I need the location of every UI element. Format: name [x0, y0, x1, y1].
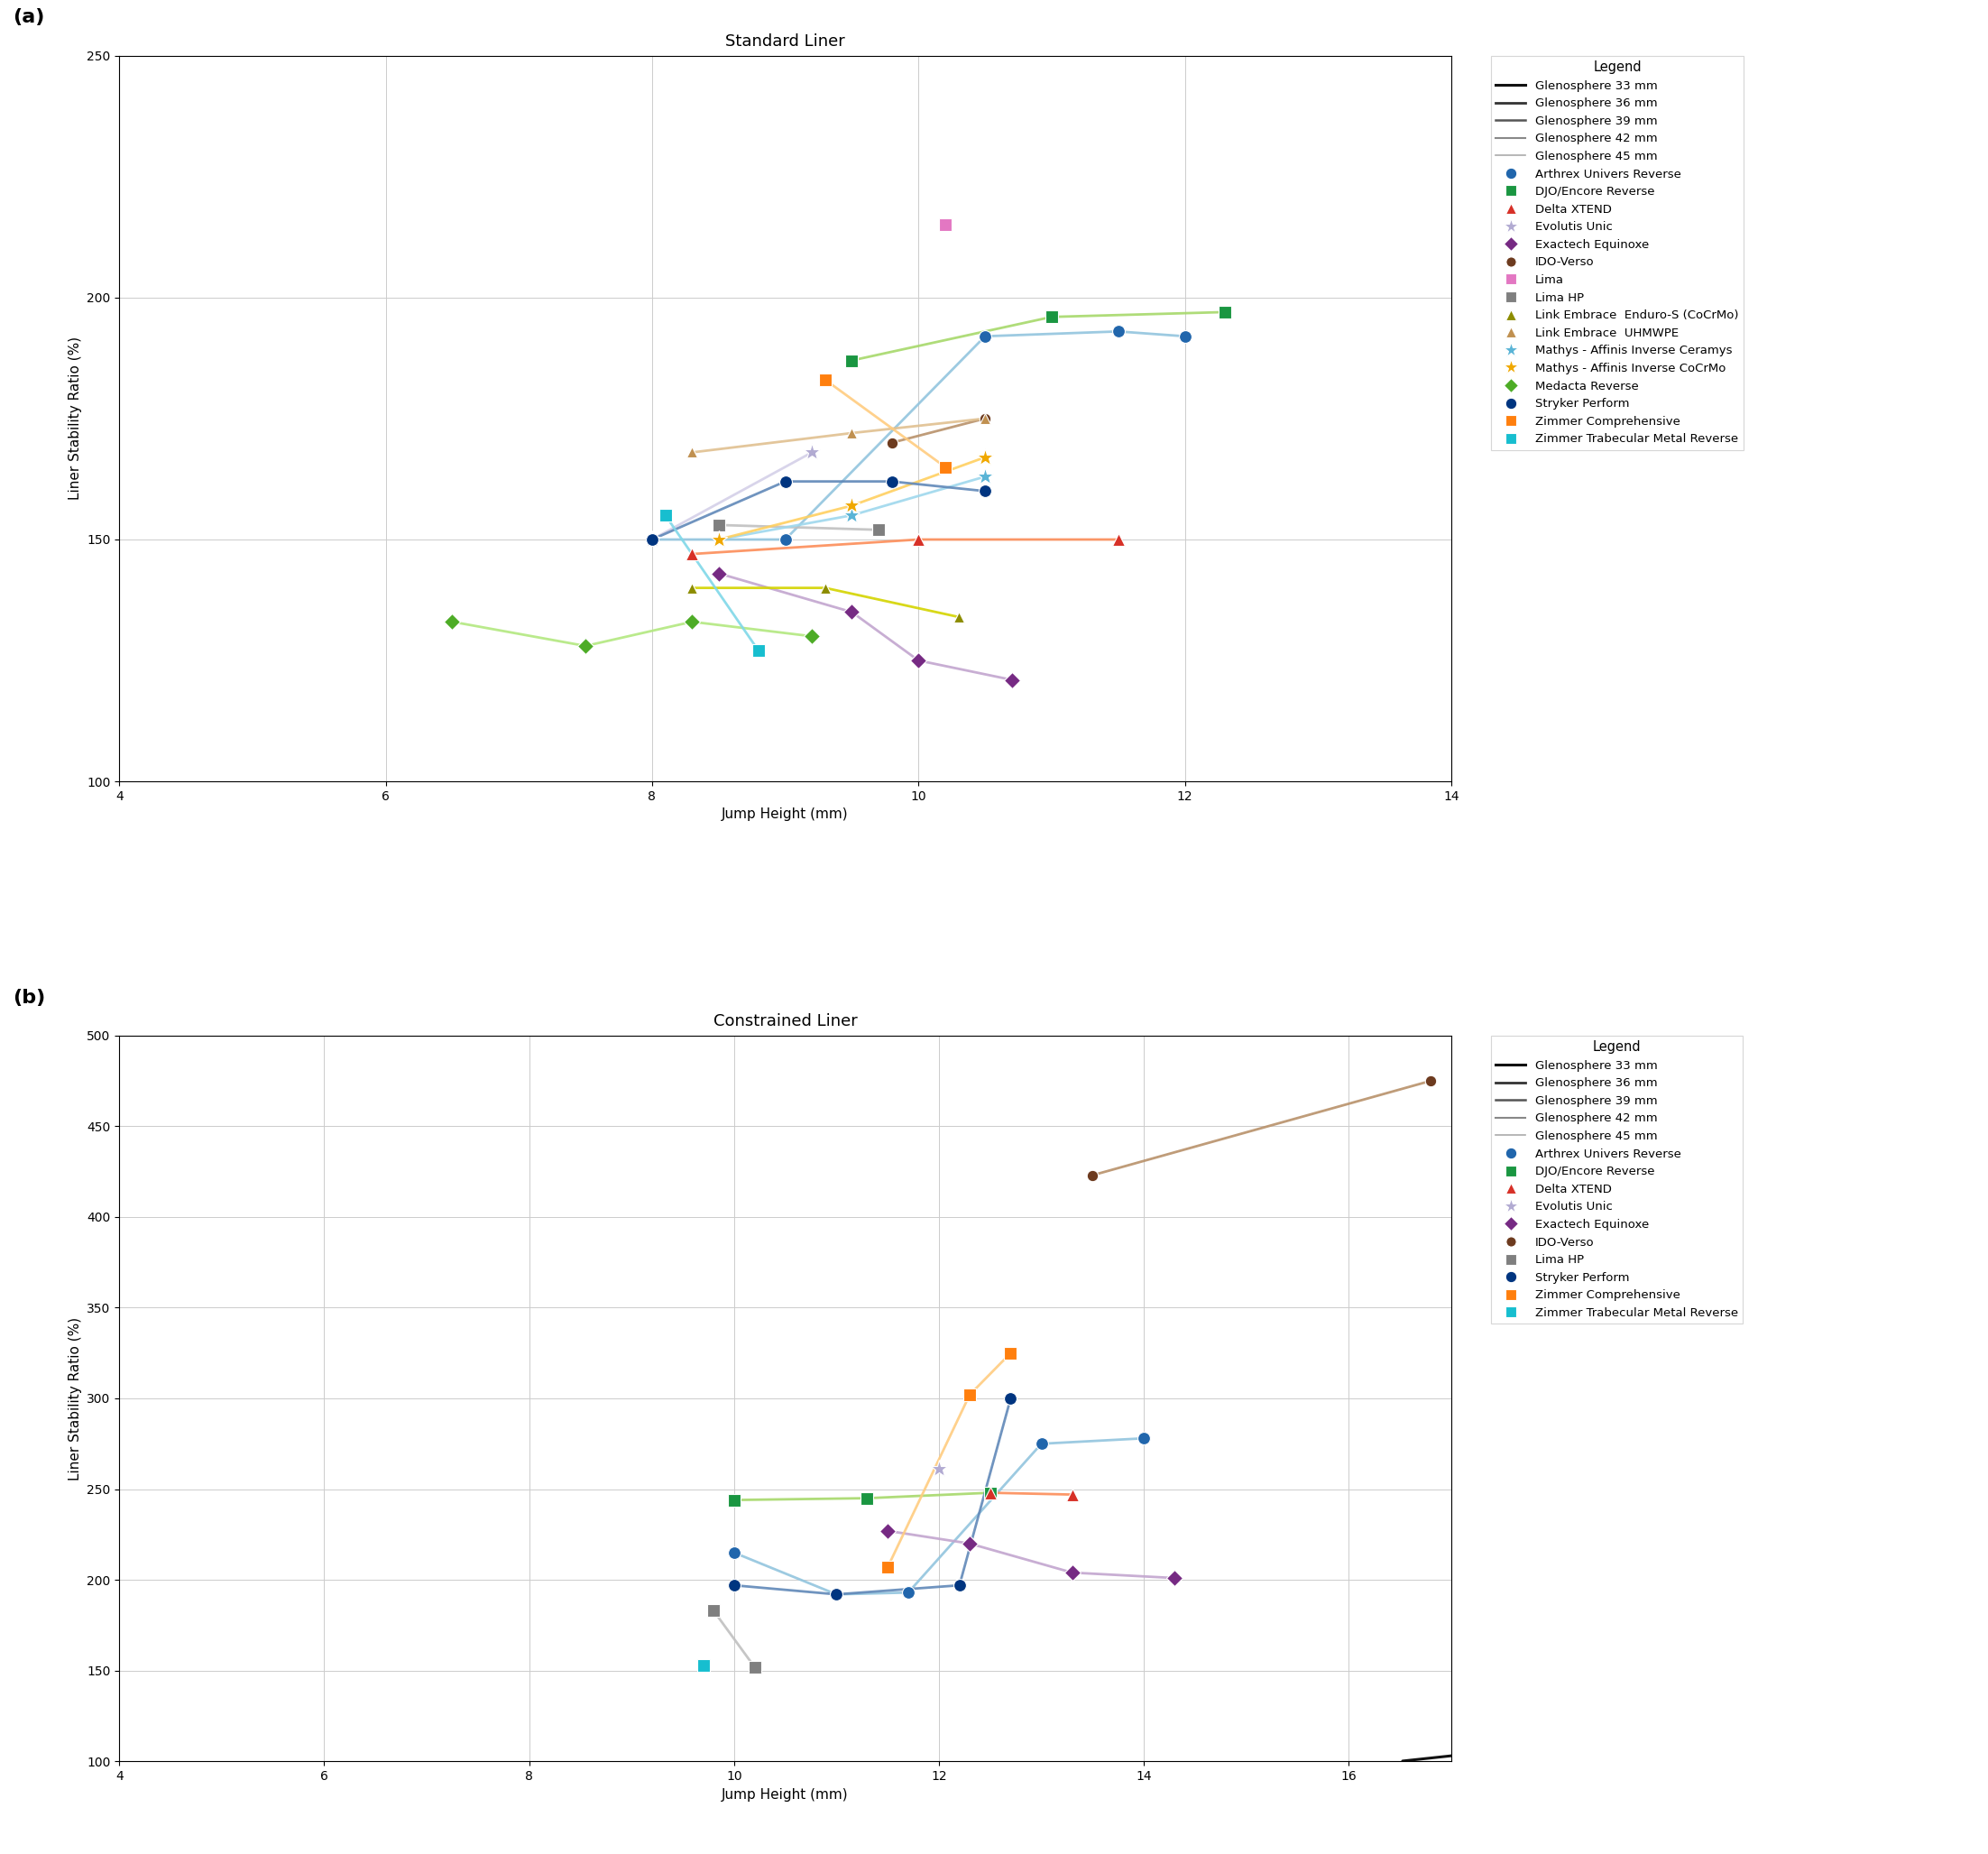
- Y-axis label: Liner Stability Ratio (%): Liner Stability Ratio (%): [68, 337, 82, 501]
- Text: (b): (b): [12, 988, 46, 1007]
- Text: (a): (a): [12, 9, 44, 26]
- X-axis label: Jump Height (mm): Jump Height (mm): [722, 808, 849, 821]
- Legend: Glenosphere 33 mm, Glenosphere 36 mm, Glenosphere 39 mm, Glenosphere 42 mm, Glen: Glenosphere 33 mm, Glenosphere 36 mm, Gl…: [1491, 1036, 1743, 1324]
- X-axis label: Jump Height (mm): Jump Height (mm): [722, 1787, 849, 1802]
- Title: Standard Liner: Standard Liner: [726, 33, 845, 50]
- Y-axis label: Liner Stability Ratio (%): Liner Stability Ratio (%): [68, 1316, 82, 1479]
- Legend: Glenosphere 33 mm, Glenosphere 36 mm, Glenosphere 39 mm, Glenosphere 42 mm, Glen: Glenosphere 33 mm, Glenosphere 36 mm, Gl…: [1491, 56, 1743, 451]
- Title: Constrained Liner: Constrained Liner: [714, 1012, 857, 1029]
